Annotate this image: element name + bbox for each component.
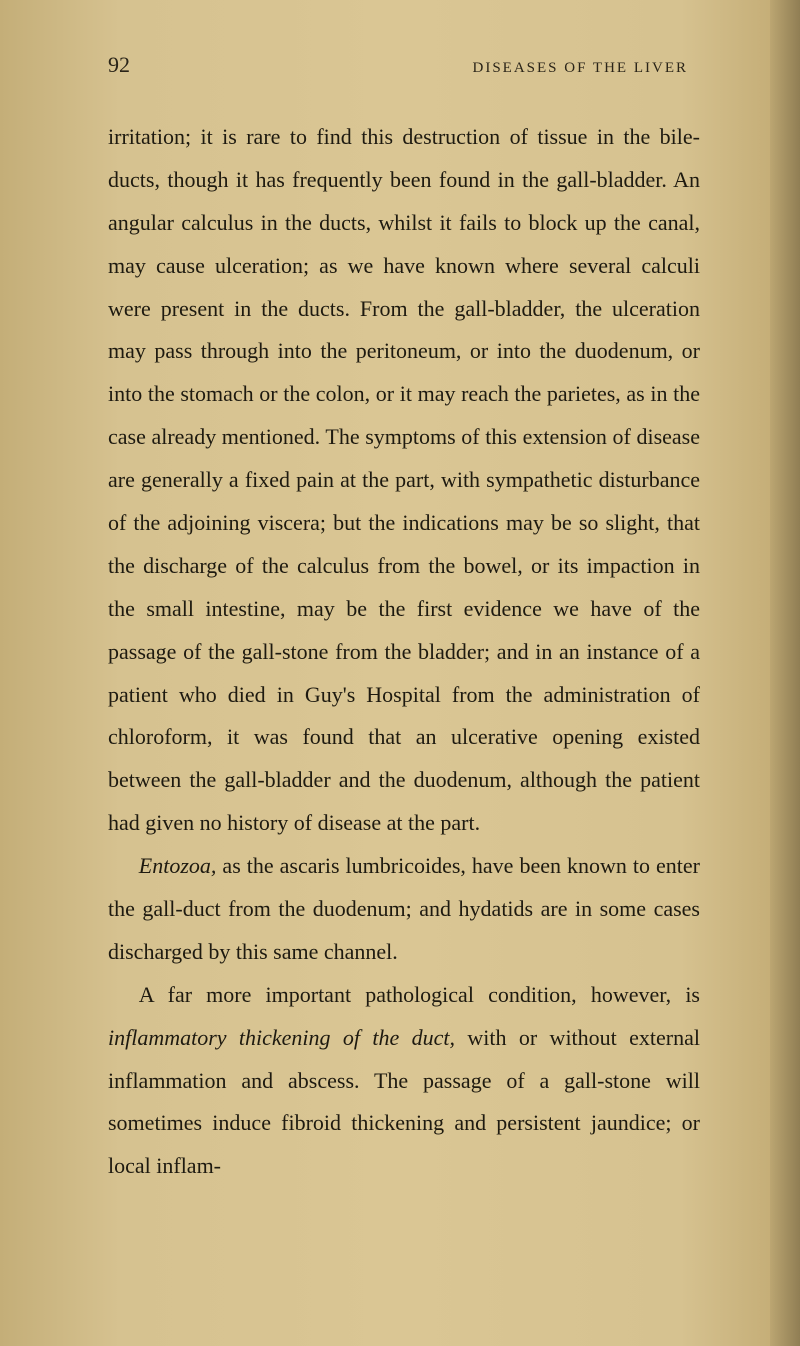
page-header: 92 DISEASES OF THE LIVER (108, 52, 728, 78)
italic-inflammatory: inflammatory thickening of the duct, (108, 1025, 455, 1050)
running-title: DISEASES OF THE LIVER (473, 60, 688, 77)
paragraph-3-pre: A far more important pathological condit… (139, 982, 700, 1007)
paragraph-3: A far more important pathological condit… (108, 974, 700, 1188)
page-number: 92 (108, 52, 130, 78)
paragraph-1: irritation; it is rare to find this dest… (108, 116, 700, 845)
book-page: 92 DISEASES OF THE LIVER irritation; it … (0, 0, 800, 1346)
italic-entozoa: Entozoa, (139, 853, 217, 878)
body-text: irritation; it is rare to find this dest… (108, 116, 728, 1188)
paragraph-2: Entozoa, as the ascaris lumbricoides, ha… (108, 845, 700, 974)
